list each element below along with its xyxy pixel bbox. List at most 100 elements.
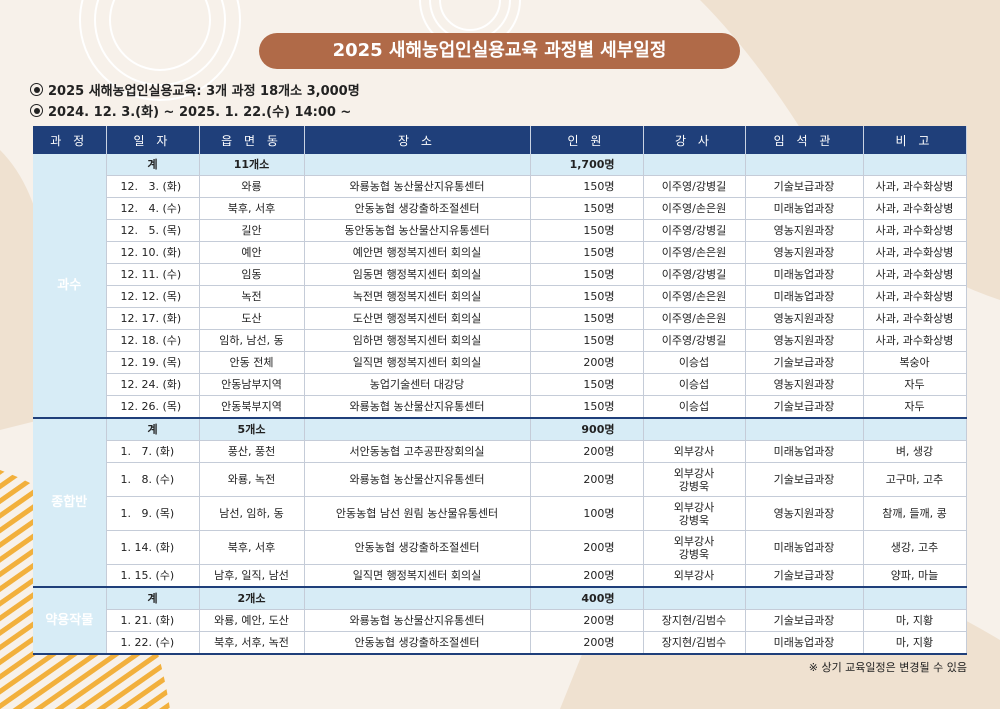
- row-date: 12. 5. (목): [106, 219, 200, 242]
- row-note: 참깨, 들깨, 콩: [863, 496, 967, 531]
- row-place: 도산면 행정복지센터 회의실: [304, 307, 531, 330]
- row-date: 1. 8. (수): [106, 462, 200, 497]
- row-date: 1. 22. (수): [106, 631, 200, 655]
- row-lecturer: 외부강사 강병욱: [643, 496, 746, 531]
- lecturer-name: 강병욱: [678, 547, 710, 561]
- empty-cell: [643, 418, 746, 441]
- row-note: 자두: [863, 373, 967, 396]
- bullet-icon: [30, 83, 43, 96]
- row-officer: 기술보급과장: [745, 564, 864, 588]
- table-row: 12. 10. (화) 예안 예안면 행정복지센터 회의실 150명 이주영/손은원 영농…: [33, 241, 967, 264]
- lecturer-name: 이승섭: [678, 400, 710, 413]
- row-note: 사과, 과수화상병: [863, 263, 967, 286]
- row-officer: 미래농업과장: [745, 263, 864, 286]
- header-area: 읍 면 동: [199, 126, 305, 154]
- table-body: 과수 계 11개소 1,700명 12. 3. (화) 와룡 와룡농협 농산물산지유통센터 1…: [33, 154, 967, 655]
- subtotal-label: 계: [106, 154, 200, 176]
- subtotal-places: 11개소: [199, 154, 305, 176]
- lecturer-name: 외부강사: [673, 534, 715, 548]
- table-header-row: 과 정 일 자 읍 면 동 장 소 인 원 강 사 임 석 관 비 고: [33, 126, 967, 154]
- row-lecturer: 이승섭: [643, 373, 746, 396]
- header-count: 인 원: [530, 126, 644, 154]
- row-officer: 영농지원과장: [745, 329, 864, 352]
- table-row: 1. 14. (화) 북후, 서후 안동농협 생강출하조절센터 200명 외부강사 강병욱…: [33, 530, 967, 565]
- row-area: 임하, 남선, 동: [199, 329, 305, 352]
- schedule-table: 과 정 일 자 읍 면 동 장 소 인 원 강 사 임 석 관 비 고 과수 계 1…: [33, 126, 967, 655]
- row-count: 200명: [530, 530, 644, 565]
- row-area: 안동남부지역: [199, 373, 305, 396]
- row-date: 12. 26. (목): [106, 395, 200, 419]
- row-officer: 영농지원과장: [745, 307, 864, 330]
- row-note: 자두: [863, 395, 967, 419]
- empty-cell: [304, 587, 531, 610]
- row-lecturer: 이주영/강병길: [643, 175, 746, 198]
- lecturer-name: 장지현/김범수: [661, 636, 727, 649]
- row-count: 200명: [530, 609, 644, 632]
- row-place: 안동농협 남선 원림 농산물유통센터: [304, 496, 531, 531]
- row-count: 150명: [530, 307, 644, 330]
- row-officer: 기술보급과장: [745, 175, 864, 198]
- row-area: 와룡: [199, 175, 305, 198]
- row-note: 사과, 과수화상병: [863, 241, 967, 264]
- lecturer-name: 외부강사: [673, 569, 715, 582]
- table-row: 12. 11. (수) 임동 임동면 행정복지센터 회의실 150명 이주영/강병길 미래…: [33, 263, 967, 286]
- table-row: 12. 18. (수) 임하, 남선, 동 임하면 행정복지센터 회의실 150명 이주…: [33, 329, 967, 352]
- row-place: 일직면 행정복지센터 회의실: [304, 351, 531, 374]
- row-count: 150명: [530, 197, 644, 220]
- table-row: 12. 24. (화) 안동남부지역 농업기술센터 대강당 150명 이승섭 영농지원과장…: [33, 373, 967, 396]
- row-lecturer: 이주영/손은원: [643, 241, 746, 264]
- row-count: 200명: [530, 631, 644, 655]
- row-count: 150명: [530, 395, 644, 419]
- course-category: 종합반: [33, 418, 107, 588]
- subtotal-row: 과수 계 11개소 1,700명: [33, 154, 967, 419]
- row-note: 사과, 과수화상병: [863, 329, 967, 352]
- row-place: 서안동농협 고추공판장회의실: [304, 440, 531, 463]
- row-place: 와룡농협 농산물산지유통센터: [304, 395, 531, 419]
- row-note: 사과, 과수화상병: [863, 307, 967, 330]
- table-row: 12. 4. (수) 북후, 서후 안동농협 생강출하조절센터 150명 이주영/손은원…: [33, 197, 967, 220]
- subtotal-count: 1,700명: [530, 154, 644, 176]
- header-place: 장 소: [304, 126, 531, 154]
- row-date: 1. 15. (수): [106, 564, 200, 588]
- empty-cell: [643, 154, 746, 176]
- lecturer-name: 이주영/강병길: [661, 180, 727, 193]
- row-area: 녹전: [199, 285, 305, 308]
- row-note: 양파, 마늘: [863, 564, 967, 588]
- row-count: 100명: [530, 496, 644, 531]
- row-note: 마, 지황: [863, 631, 967, 655]
- empty-cell: [304, 154, 531, 176]
- row-officer: 미래농업과장: [745, 285, 864, 308]
- info-summary: 2025 새해농업인실용교육: 3개 과정 18개소 3,000명: [48, 84, 360, 99]
- row-count: 150명: [530, 175, 644, 198]
- row-date: 1. 9. (목): [106, 496, 200, 531]
- row-date: 12. 3. (화): [106, 175, 200, 198]
- row-place: 농업기술센터 대강당: [304, 373, 531, 396]
- table-row: 1. 15. (수) 남후, 일직, 남선 일직면 행정복지센터 회의실 200명 외부…: [33, 564, 967, 588]
- row-date: 1. 14. (화): [106, 530, 200, 565]
- table-row: 12. 3. (화) 와룡 와룡농협 농산물산지유통센터 150명 이주영/강병길 기술보…: [33, 175, 967, 198]
- row-lecturer: 외부강사 강병욱: [643, 462, 746, 497]
- lecturer-name: 이주영/손은원: [661, 290, 727, 303]
- row-lecturer: 이승섭: [643, 351, 746, 374]
- table-row: 1. 7. (화) 풍산, 풍천 서안동농협 고추공판장회의실 200명 외부강사 미래농…: [33, 440, 967, 463]
- subtotal-label: 계: [106, 587, 200, 610]
- header-date: 일 자: [106, 126, 200, 154]
- lecturer-name: 이주영/손은원: [661, 202, 727, 215]
- row-officer: 기술보급과장: [745, 462, 864, 497]
- subtotal-places: 5개소: [199, 418, 305, 441]
- row-lecturer: 이주영/손은원: [643, 285, 746, 308]
- row-area: 북후, 서후: [199, 197, 305, 220]
- header-officer: 임 석 관: [745, 126, 864, 154]
- table-row: 1. 9. (목) 남선, 임하, 동 안동농협 남선 원림 농산물유통센터 100명…: [33, 496, 967, 531]
- row-officer: 기술보급과장: [745, 609, 864, 632]
- row-date: 12. 10. (화): [106, 241, 200, 264]
- row-place: 와룡농협 농산물산지유통센터: [304, 175, 531, 198]
- lecturer-name: 강병욱: [678, 479, 710, 493]
- empty-cell: [863, 418, 967, 441]
- lecturer-name: 이주영/손은원: [661, 246, 727, 259]
- row-place: 녹전면 행정복지센터 회의실: [304, 285, 531, 308]
- row-area: 안동 전체: [199, 351, 305, 374]
- row-note: 사과, 과수화상병: [863, 197, 967, 220]
- empty-cell: [745, 154, 864, 176]
- row-count: 200명: [530, 564, 644, 588]
